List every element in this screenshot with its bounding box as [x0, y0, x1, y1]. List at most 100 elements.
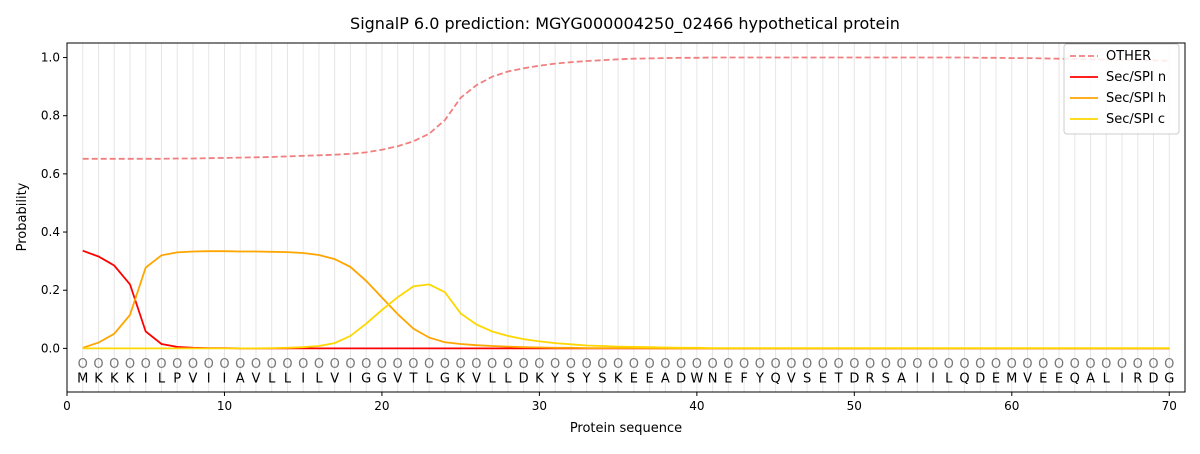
residue-marker: O — [219, 357, 229, 372]
sequence-residue: I — [915, 371, 919, 386]
residue-marker: O — [818, 357, 828, 372]
sequence-residue: P — [173, 371, 181, 386]
residue-marker: O — [991, 357, 1001, 372]
x-tick-label: 70 — [1162, 399, 1177, 413]
sequence-residue: L — [426, 371, 434, 386]
x-tick-label: 30 — [532, 399, 547, 413]
residue-marker: O — [78, 357, 88, 372]
residue-marker: O — [802, 357, 812, 372]
sequence-residue: W — [690, 371, 703, 386]
residue-marker: O — [440, 357, 450, 372]
residue-marker: O — [330, 357, 340, 372]
sequence-residue: D — [849, 371, 859, 386]
x-axis-ticks: 0 10 20 30 40 50 60 70 — [63, 392, 1177, 413]
sequence-residue: G — [440, 371, 450, 386]
sequence-residue: G — [1164, 371, 1174, 386]
sequence-residue: R — [1133, 371, 1142, 386]
residue-marker: O — [975, 357, 985, 372]
residue-marker: O — [613, 357, 623, 372]
sequence-residue: E — [992, 371, 1000, 386]
residue-marker: O — [1038, 357, 1048, 372]
x-tick-label: 20 — [374, 399, 389, 413]
x-axis-label: Protein sequence — [570, 421, 682, 436]
residue-marker: O — [550, 357, 560, 372]
legend: OTHER Sec/SPI n Sec/SPI h Sec/SPI c — [1063, 43, 1180, 135]
residue-marker: O — [739, 357, 749, 372]
residue-marker: O — [298, 357, 308, 372]
residue-marker: O — [235, 357, 245, 372]
sequence-residue: L — [158, 371, 166, 386]
residue-marker: O — [865, 357, 875, 372]
y-axis-ticks: 0.0 0.2 0.4 0.6 0.8 1.0 — [41, 51, 67, 355]
residue-marker: O — [282, 357, 292, 372]
sequence-residue: A — [236, 371, 245, 386]
sequence-residue: Q — [959, 371, 969, 386]
series-line-sec-spi-c — [82, 283, 1170, 350]
residue-marker: O — [204, 357, 214, 372]
residue-marker: O — [1164, 357, 1174, 372]
sequence-residue: K — [126, 371, 135, 386]
sequence-residue: A — [897, 371, 906, 386]
sequence-residue: L — [489, 371, 497, 386]
sequence-residue: V — [1023, 371, 1032, 386]
sequence-residue: M — [1006, 371, 1017, 386]
sequence-residue: S — [567, 371, 575, 386]
sequence-residue: G — [377, 371, 387, 386]
residue-marker: O — [471, 357, 481, 372]
residue-marker: O — [503, 357, 513, 372]
residue-marker: O — [314, 357, 324, 372]
residue-marker: O — [676, 357, 686, 372]
sequence-residue: L — [1103, 371, 1111, 386]
residue-marker: O — [408, 357, 418, 372]
sequence-residue: V — [330, 371, 339, 386]
residue-marker: O — [519, 357, 529, 372]
y-tick-label: 0.0 — [41, 341, 60, 355]
sequence-residue: A — [1086, 371, 1095, 386]
residue-marker: O — [487, 357, 497, 372]
x-tick-label: 60 — [1004, 399, 1019, 413]
sequence-residue: E — [724, 371, 732, 386]
residue-marker: O — [786, 357, 796, 372]
sequence-residue: I — [301, 371, 305, 386]
x-tick-label: 0 — [63, 399, 71, 413]
residue-marker: O — [881, 357, 891, 372]
legend-label: Sec/SPI c — [1106, 112, 1165, 127]
sequence-residue: S — [803, 371, 811, 386]
residue-marker: O — [566, 357, 576, 372]
sequence-residue: R — [866, 371, 875, 386]
sequence-residue: V — [393, 371, 402, 386]
residue-marker: O — [424, 357, 434, 372]
sequence-residue: E — [1055, 371, 1063, 386]
grid-layer — [82, 43, 1170, 392]
residue-marker: O — [534, 357, 544, 372]
sequence-residue: K — [94, 371, 103, 386]
residue-marker: O — [1117, 357, 1127, 372]
x-tick-label: 10 — [217, 399, 232, 413]
residue-marker: O — [770, 357, 780, 372]
residue-marker: O — [393, 357, 403, 372]
residue-marker: O — [1022, 357, 1032, 372]
residue-marker: O — [928, 357, 938, 372]
x-tick-label: 50 — [847, 399, 862, 413]
sequence-residue: S — [882, 371, 890, 386]
residue-marker: O — [172, 357, 182, 372]
residue-marker: O — [660, 357, 670, 372]
residue-marker: O — [849, 357, 859, 372]
sequence-residue: T — [408, 371, 417, 386]
sequence-residue: D — [975, 371, 985, 386]
residue-marker: O — [1148, 357, 1158, 372]
residue-marker: O — [597, 357, 607, 372]
residue-marker: O — [93, 357, 103, 372]
legend-label: Sec/SPI h — [1106, 91, 1166, 106]
x-tick-label: 40 — [689, 399, 704, 413]
sequence-residue: M — [77, 371, 88, 386]
sequence-residue: K — [456, 371, 465, 386]
sequence-residue: Q — [770, 371, 780, 386]
sequence-residue: D — [519, 371, 529, 386]
y-tick-label: 1.0 — [41, 51, 60, 65]
sequence-residue: I — [1120, 371, 1124, 386]
sequence-residue: F — [740, 371, 747, 386]
